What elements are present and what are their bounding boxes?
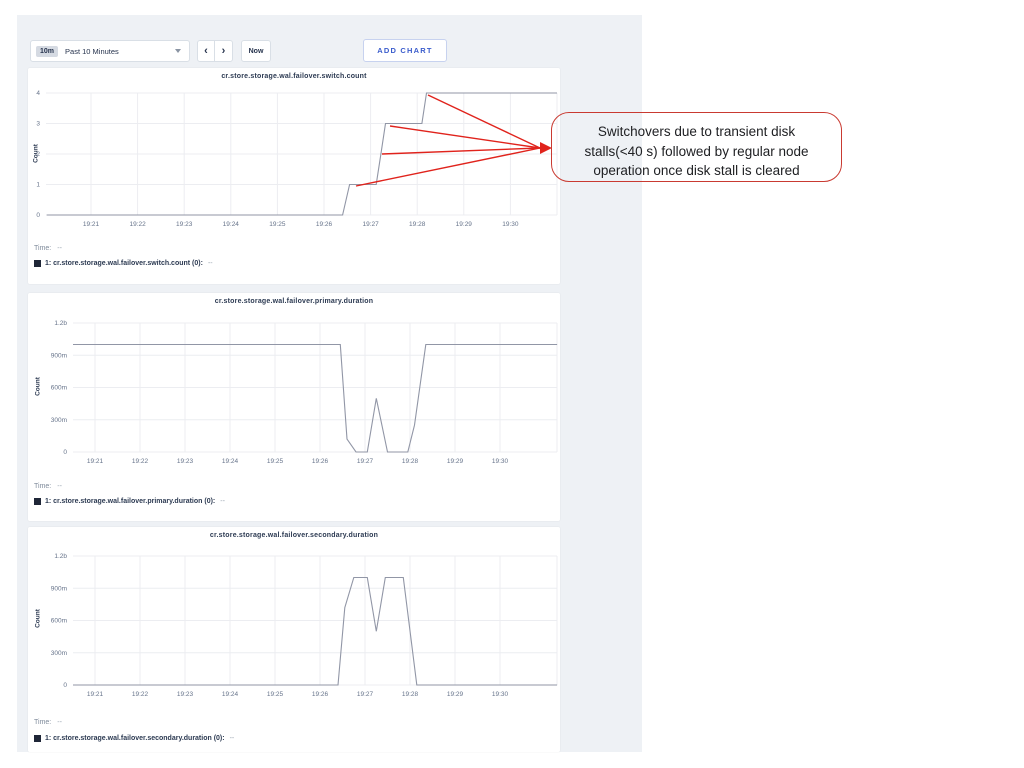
svg-text:900m: 900m xyxy=(51,352,67,359)
svg-text:0: 0 xyxy=(63,449,67,456)
time-range-badge: 10m xyxy=(36,45,59,57)
chart-title: cr.store.storage.wal.failover.switch.cou… xyxy=(221,73,367,80)
now-button[interactable]: Now xyxy=(241,40,271,62)
svg-text:19:29: 19:29 xyxy=(447,458,464,465)
svg-text:19:26: 19:26 xyxy=(312,458,329,465)
svg-text:19:28: 19:28 xyxy=(402,458,419,465)
svg-text:2: 2 xyxy=(36,151,40,158)
svg-text:19:21: 19:21 xyxy=(87,458,104,465)
chart-plot[interactable]: 0 1 2 3 4 19:21 19:22 19:23 19:24 19:25 19:26 19:27… xyxy=(28,68,560,284)
svg-text:19:29: 19:29 xyxy=(447,691,464,698)
svg-text:19:25: 19:25 xyxy=(267,691,284,698)
svg-text:19:28: 19:28 xyxy=(409,221,426,228)
svg-text:900m: 900m xyxy=(51,585,67,592)
svg-text:1.2b: 1.2b xyxy=(54,553,67,560)
svg-text:19:25: 19:25 xyxy=(269,221,286,228)
svg-text:600m: 600m xyxy=(51,385,67,392)
legend-swatch xyxy=(34,735,41,742)
svg-text:19:23: 19:23 xyxy=(177,691,194,698)
svg-text:19:22: 19:22 xyxy=(132,458,149,465)
svg-text:19:29: 19:29 xyxy=(456,221,473,228)
svg-text:4: 4 xyxy=(36,90,40,97)
legend-item[interactable]: 1: cr.store.storage.wal.failover.switch.… xyxy=(34,260,213,267)
chart-plot[interactable]: 0 300m 600m 900m 1.2b 19:21 19:22 19:23 19:24 19:… xyxy=(28,293,560,521)
svg-text:1.2b: 1.2b xyxy=(54,320,67,327)
svg-text:19:25: 19:25 xyxy=(267,458,284,465)
svg-text:300m: 300m xyxy=(51,650,67,657)
svg-text:19:23: 19:23 xyxy=(177,458,194,465)
time-readout: Time: -- xyxy=(34,483,62,490)
chevron-down-icon xyxy=(175,49,181,53)
svg-text:19:21: 19:21 xyxy=(83,221,100,228)
svg-text:300m: 300m xyxy=(51,417,67,424)
svg-text:1: 1 xyxy=(36,182,40,189)
time-range-label: Past 10 Minutes xyxy=(65,46,119,56)
svg-text:19:30: 19:30 xyxy=(492,458,509,465)
legend-swatch xyxy=(34,498,41,505)
svg-text:19:27: 19:27 xyxy=(357,691,374,698)
svg-text:19:30: 19:30 xyxy=(502,221,519,228)
svg-text:600m: 600m xyxy=(51,618,67,625)
time-readout: Time: -- xyxy=(34,719,62,726)
svg-text:19:22: 19:22 xyxy=(132,691,149,698)
svg-text:19:24: 19:24 xyxy=(223,221,240,228)
chart-plot[interactable]: 0 300m 600m 900m 1.2b 19:21 19:22 19:23 19:24 19:… xyxy=(28,527,560,752)
legend-swatch xyxy=(34,260,41,267)
svg-text:0: 0 xyxy=(63,682,67,689)
next-time-button[interactable]: › xyxy=(221,45,226,57)
time-nav-group: ‹ › xyxy=(197,40,233,62)
svg-text:19:30: 19:30 xyxy=(492,691,509,698)
svg-text:19:28: 19:28 xyxy=(402,691,419,698)
svg-text:19:26: 19:26 xyxy=(312,691,329,698)
prev-time-button[interactable]: ‹ xyxy=(198,41,216,61)
legend-item[interactable]: 1: cr.store.storage.wal.failover.seconda… xyxy=(34,735,234,742)
svg-text:19:27: 19:27 xyxy=(362,221,379,228)
time-range-dropdown[interactable]: 10m Past 10 Minutes xyxy=(30,40,190,62)
time-readout: Time: -- xyxy=(34,245,62,252)
svg-text:19:26: 19:26 xyxy=(316,221,333,228)
add-chart-button[interactable]: ADD CHART xyxy=(363,39,447,62)
svg-text:19:22: 19:22 xyxy=(129,221,146,228)
legend-item[interactable]: 1: cr.store.storage.wal.failover.primary… xyxy=(34,498,225,505)
svg-text:19:24: 19:24 xyxy=(222,458,239,465)
svg-text:19:27: 19:27 xyxy=(357,458,374,465)
chart-card-primary-duration: cr.store.storage.wal.failover.primary.du… xyxy=(28,293,560,521)
svg-text:19:21: 19:21 xyxy=(87,691,104,698)
chart-title: cr.store.storage.wal.failover.primary.du… xyxy=(214,298,374,305)
svg-text:0: 0 xyxy=(36,212,40,219)
annotation-callout: Switchovers due to transient disk stalls… xyxy=(551,112,842,182)
svg-text:3: 3 xyxy=(36,121,40,128)
svg-text:19:24: 19:24 xyxy=(222,691,239,698)
chart-card-switch-count: cr.store.storage.wal.failover.switch.cou… xyxy=(28,68,560,284)
chart-card-secondary-duration: cr.store.storage.wal.failover.secondary.… xyxy=(28,527,560,752)
svg-text:19:23: 19:23 xyxy=(176,221,193,228)
chart-title: cr.store.storage.wal.failover.secondary.… xyxy=(209,532,379,539)
